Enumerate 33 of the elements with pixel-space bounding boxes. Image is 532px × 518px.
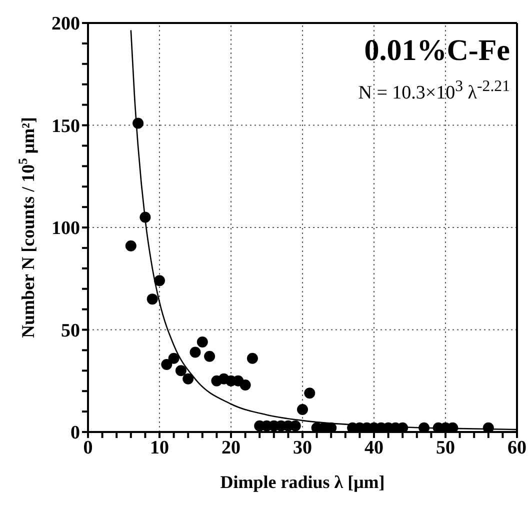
- point: [161, 359, 172, 370]
- point: [168, 352, 180, 364]
- point: [175, 365, 186, 376]
- x-tick-label: 0: [83, 437, 93, 458]
- x-tick-label: 40: [364, 437, 384, 458]
- x-tick-label: 20: [222, 437, 240, 458]
- x-tick-label: 60: [508, 437, 526, 458]
- x-tick-label: 30: [293, 437, 312, 458]
- point: [297, 404, 308, 416]
- annotation: N = 10.3×10$^{3}$ λ$^{-2.21}$: [358, 78, 510, 104]
- point: [418, 422, 430, 432]
- point: [140, 212, 151, 223]
- x-tick-label: 50: [436, 437, 455, 458]
- point: [304, 388, 316, 399]
- point: [190, 346, 201, 358]
- y-tick-label: 200: [52, 14, 80, 35]
- point: [240, 379, 251, 390]
- y-tick-label: 150: [52, 116, 80, 137]
- point: [146, 294, 158, 305]
- annotation: 0.01%C-Fe: [364, 34, 510, 68]
- point: [482, 422, 494, 432]
- point: [246, 352, 258, 364]
- x-axis-title: Dimple radius λ [μm]: [220, 472, 385, 492]
- point: [125, 240, 136, 252]
- point: [132, 118, 144, 129]
- point: [196, 336, 208, 348]
- y-tick-label: 0: [70, 422, 80, 444]
- point: [182, 373, 194, 384]
- x-tick-label: 10: [150, 437, 169, 458]
- y-tick-label: 100: [52, 218, 80, 240]
- y-tick-label: 50: [61, 320, 80, 342]
- point: [154, 275, 165, 286]
- point: [204, 350, 216, 362]
